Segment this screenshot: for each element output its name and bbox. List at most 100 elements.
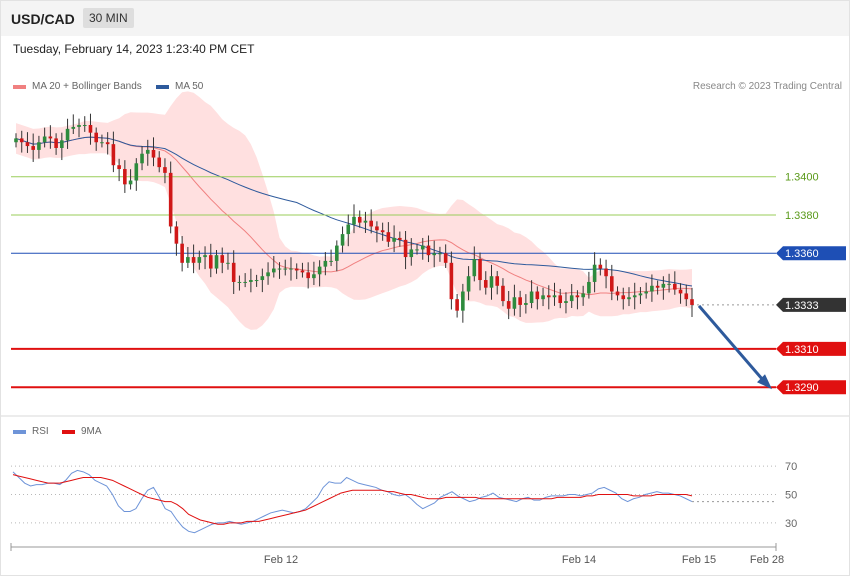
rsi-tick-label: 70 <box>785 461 797 473</box>
candle-body <box>82 125 87 127</box>
candle-body <box>524 303 528 305</box>
candle-body <box>472 258 477 277</box>
candle-body <box>357 216 362 223</box>
candle-body <box>277 268 282 270</box>
candle-body <box>151 149 156 158</box>
candle-body <box>214 255 219 269</box>
rsi-ma-legend-label: 9MA <box>81 426 102 437</box>
candle-body <box>667 283 671 285</box>
candle-body <box>449 262 454 300</box>
candle-body <box>587 281 591 294</box>
rsi-line <box>12 469 693 534</box>
candle-body <box>180 243 184 263</box>
candle-body <box>380 230 385 233</box>
candle-body <box>552 295 557 298</box>
candle-body <box>661 283 666 288</box>
candle-body <box>249 280 253 282</box>
research-credit: Research © 2023 Trading Central <box>692 81 842 92</box>
candle-body <box>88 125 93 133</box>
candle-body <box>140 153 144 164</box>
candle-body <box>420 245 425 250</box>
candle-body <box>501 285 505 302</box>
candle-body <box>174 226 179 244</box>
candle-body <box>529 291 534 303</box>
candle-body <box>186 257 190 263</box>
candle-body <box>306 272 310 279</box>
candle-body <box>569 295 574 302</box>
candle-body <box>317 266 322 275</box>
candle-body <box>54 138 58 148</box>
candle-body <box>335 245 339 261</box>
candle-body <box>60 140 64 148</box>
candle-body <box>197 257 202 263</box>
candle-body <box>518 297 522 305</box>
candle-body <box>632 295 637 298</box>
candle-body <box>145 149 150 154</box>
timeframe-badge[interactable]: 30 MIN <box>83 8 134 28</box>
candle-body <box>369 220 373 227</box>
candle-body <box>426 245 431 256</box>
candle-body <box>483 280 488 288</box>
candle-body <box>650 285 654 292</box>
candle-body <box>42 136 47 143</box>
candle-body <box>598 264 603 269</box>
candle-body <box>128 180 133 185</box>
candle-body <box>506 301 511 309</box>
candle-body <box>690 299 694 305</box>
candle-body <box>37 142 41 150</box>
candle-body <box>592 264 597 282</box>
candle-body <box>604 268 608 277</box>
rsi-legend-label: RSI <box>32 426 49 437</box>
ma20-legend-label: MA 20 + Bollinger Bands <box>32 81 142 92</box>
rsi-tick-label: 30 <box>785 518 797 530</box>
legend-rsi-ma: 9MA <box>62 426 102 437</box>
candle-body <box>14 138 18 143</box>
support-price-tag <box>776 380 846 395</box>
candle-body <box>254 280 259 282</box>
candle-body <box>19 138 24 143</box>
ma50-legend-label: MA 50 <box>175 81 204 92</box>
candle-body <box>621 295 626 300</box>
price-level-label: 1.3380 <box>785 210 819 222</box>
rsi-tick-label: 50 <box>785 490 797 502</box>
time-tick-label: Feb 12 <box>264 554 298 566</box>
candle-body <box>403 239 408 258</box>
candle-body <box>77 125 81 127</box>
price-level-label: 1.3360 <box>785 248 819 260</box>
symbol-label: USD/CAD <box>11 11 75 27</box>
candle-body <box>105 142 110 145</box>
candle-body <box>512 297 517 309</box>
candle-body <box>443 253 448 263</box>
candle-body <box>478 258 482 281</box>
candle-body <box>398 237 402 240</box>
price-level-label: 1.3333 <box>785 300 819 312</box>
candle-body <box>231 262 236 282</box>
candle-body <box>31 146 35 150</box>
rsi-swatch <box>13 429 26 434</box>
candle-body <box>432 253 437 256</box>
candle-body <box>609 276 614 292</box>
candle-body <box>535 291 540 300</box>
candle-body <box>363 220 368 223</box>
candle-body <box>466 276 471 292</box>
candle-body <box>489 276 494 288</box>
price-level-label: 1.3400 <box>785 172 819 184</box>
support-price-tag <box>776 341 846 356</box>
candle-body <box>226 262 230 264</box>
candle-body <box>638 293 643 296</box>
candle-body <box>294 268 299 271</box>
candle-body <box>627 297 631 300</box>
candle-body <box>409 249 414 258</box>
candle-body <box>117 165 121 170</box>
candle-body <box>312 274 316 279</box>
candle-body <box>283 268 288 270</box>
candle-body <box>289 268 293 270</box>
candle-body <box>94 132 99 143</box>
candle-body <box>323 260 328 267</box>
bollinger-band <box>16 91 692 330</box>
candle-body <box>684 293 689 300</box>
ma20-swatch <box>13 84 26 89</box>
candle-body <box>271 268 276 273</box>
candle-body <box>541 295 545 300</box>
